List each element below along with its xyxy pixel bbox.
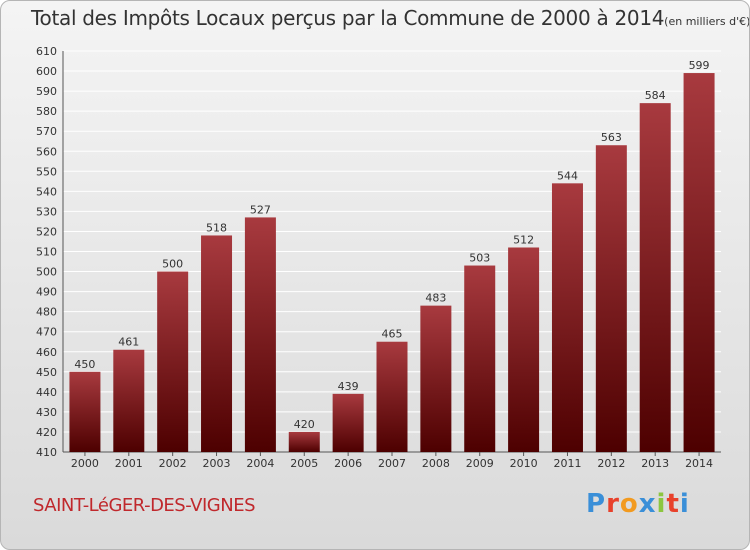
bar-value-label: 483 [425, 292, 446, 305]
x-tick-label: 2005 [290, 457, 318, 470]
logo-letter: x [638, 489, 657, 519]
x-tick-label: 2013 [641, 457, 669, 470]
x-tick-label: 2007 [378, 457, 406, 470]
y-tick-label: 530 [36, 205, 57, 218]
logo-letter: o [619, 489, 639, 519]
y-tick-label: 430 [36, 406, 57, 419]
bar-value-label: 563 [601, 131, 622, 144]
y-tick-label: 460 [36, 346, 57, 359]
y-tick-label: 500 [36, 266, 57, 279]
bar-value-label: 439 [338, 380, 359, 393]
bar-value-label: 544 [557, 169, 578, 182]
y-tick-label: 610 [36, 45, 57, 58]
y-tick-label: 470 [36, 326, 57, 339]
y-tick-label: 600 [36, 65, 57, 78]
logo-letter: P [586, 489, 607, 519]
bar-value-label: 500 [162, 258, 183, 271]
x-tick-label: 2004 [246, 457, 274, 470]
bar [244, 217, 276, 452]
y-tick-label: 540 [36, 185, 57, 198]
y-tick-label: 590 [36, 85, 57, 98]
x-tick-label: 2003 [203, 457, 231, 470]
chart-subtitle: (en milliers d'€) [664, 15, 750, 28]
bar [639, 103, 671, 452]
y-tick-label: 410 [36, 446, 57, 459]
y-tick-label: 550 [36, 165, 57, 178]
y-tick-label: 490 [36, 286, 57, 299]
bar [69, 371, 101, 452]
y-tick-label: 520 [36, 225, 57, 238]
bar-value-label: 512 [513, 233, 534, 246]
bar-value-label: 599 [689, 59, 710, 72]
bar [288, 431, 320, 452]
y-tick-label: 420 [36, 426, 57, 439]
logo-letter: i [656, 489, 667, 519]
bar-value-label: 450 [74, 358, 95, 371]
x-tick-label: 2011 [553, 457, 581, 470]
x-tick-label: 2009 [466, 457, 494, 470]
y-tick-label: 440 [36, 386, 57, 399]
bar [157, 271, 189, 452]
bar [201, 235, 233, 452]
bar [508, 247, 540, 452]
y-tick-label: 480 [36, 306, 57, 319]
bar [332, 393, 364, 452]
bar-value-label: 527 [250, 203, 271, 216]
commune-name: SAINT-LéGER-DES-VIGNES [33, 495, 256, 516]
proxiti-logo: Proxiti [586, 489, 690, 519]
bar [420, 305, 452, 452]
y-tick-label: 450 [36, 366, 57, 379]
x-tick-label: 2002 [159, 457, 187, 470]
bar [113, 349, 145, 452]
y-tick-label: 560 [36, 145, 57, 158]
bar [683, 73, 715, 453]
bar [464, 265, 496, 452]
x-tick-label: 2010 [510, 457, 538, 470]
bar-value-label: 465 [382, 328, 403, 341]
x-tick-label: 2012 [597, 457, 625, 470]
y-tick-label: 570 [36, 125, 57, 138]
bar [376, 341, 408, 452]
x-tick-label: 2006 [334, 457, 362, 470]
chart-title: Total des Impôts Locaux perçus par la Co… [31, 6, 750, 30]
bar [551, 183, 583, 452]
logo-letter: i [679, 489, 690, 519]
y-tick-label: 580 [36, 105, 57, 118]
x-tick-label: 2001 [115, 457, 143, 470]
logo-letter: t [666, 489, 680, 519]
chart-title-text: Total des Impôts Locaux perçus par la Co… [31, 6, 665, 30]
y-tick-label: 510 [36, 246, 57, 259]
bar [595, 145, 627, 453]
x-tick-label: 2000 [71, 457, 99, 470]
x-tick-label: 2014 [685, 457, 713, 470]
logo-letter: r [606, 489, 620, 519]
x-tick-label: 2008 [422, 457, 450, 470]
bar-value-label: 518 [206, 221, 227, 234]
bar-value-label: 503 [469, 252, 490, 265]
bar-value-label: 420 [294, 418, 315, 431]
bar-value-label: 584 [645, 89, 666, 102]
bar-value-label: 461 [118, 336, 139, 349]
